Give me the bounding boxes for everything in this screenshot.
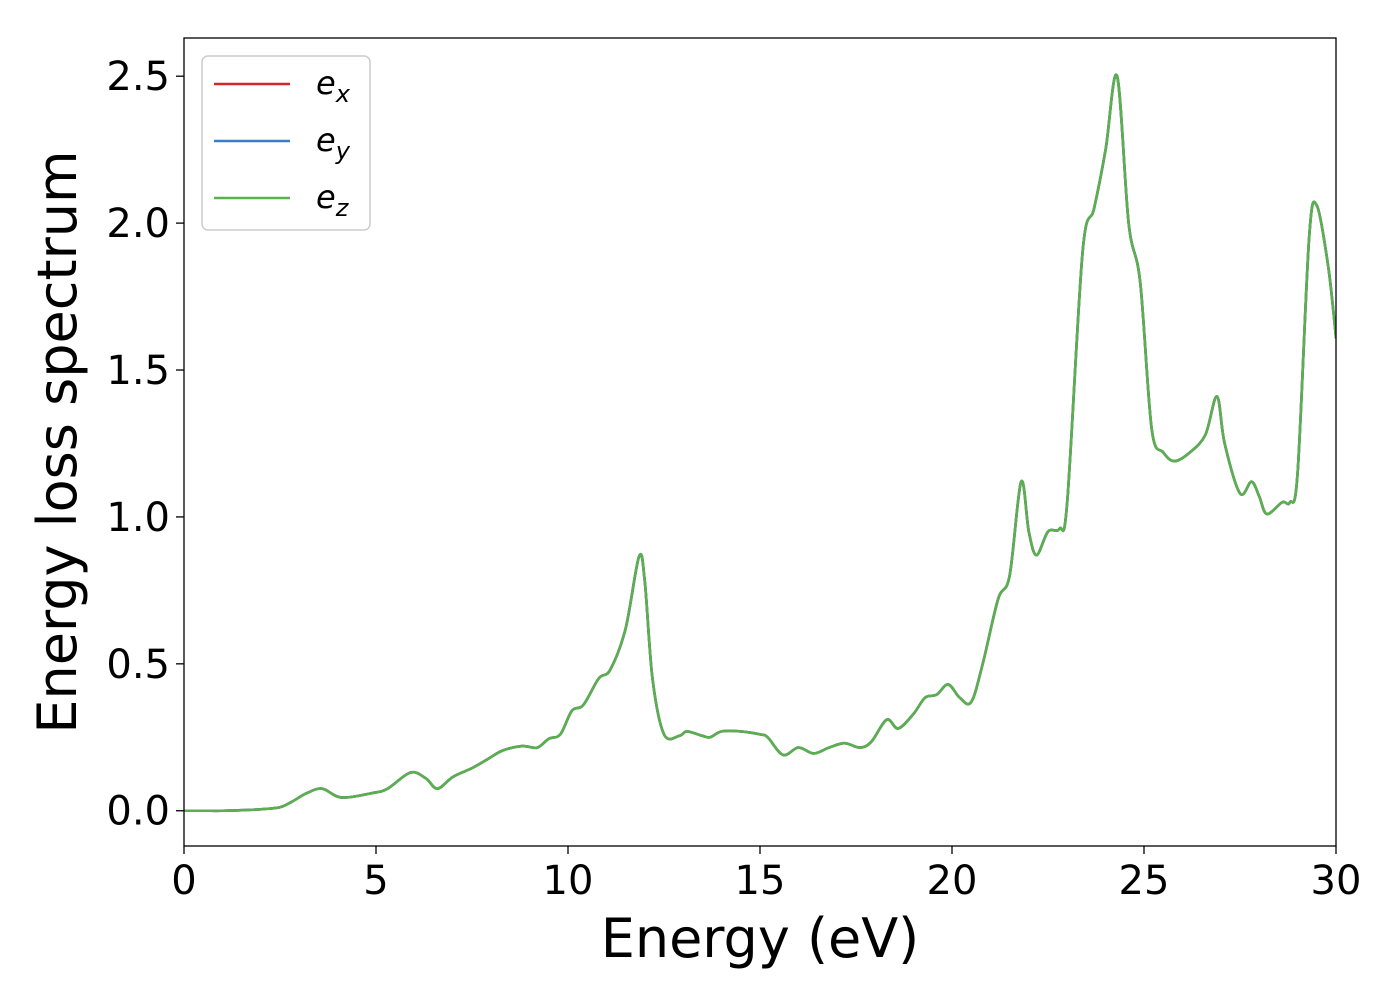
x-tick-label: 15 bbox=[735, 858, 786, 904]
x-axis-label: Energy (eV) bbox=[601, 907, 920, 970]
legend-label-subscript: y bbox=[335, 137, 351, 165]
y-axis: 0.0 0.5 1.0 1.5 2.0 2.5 bbox=[106, 54, 184, 835]
y-axis-label: Energy loss spectrum bbox=[26, 150, 89, 733]
x-tick-label: 5 bbox=[363, 858, 388, 904]
y-tick-label: 2.5 bbox=[106, 54, 170, 100]
series-line-z bbox=[184, 73, 1336, 813]
y-tick-label: 1.0 bbox=[106, 495, 170, 541]
x-tick-label: 25 bbox=[1119, 858, 1170, 904]
x-tick-label: 20 bbox=[927, 858, 978, 904]
y-tick-label: 1.5 bbox=[106, 348, 170, 394]
y-tick-label: 0.5 bbox=[106, 642, 170, 688]
legend-label-y: ey bbox=[316, 121, 351, 165]
y-tick-label: 2.0 bbox=[106, 201, 170, 247]
series-layer bbox=[184, 73, 1336, 813]
x-axis: 0 5 10 15 20 25 30 bbox=[171, 846, 1361, 904]
legend-label-z: ez bbox=[316, 178, 350, 222]
x-tick-label: 0 bbox=[171, 858, 196, 904]
legend-label-x: ex bbox=[316, 64, 351, 108]
x-tick-label: 10 bbox=[543, 858, 594, 904]
legend-label-subscript: x bbox=[335, 80, 351, 108]
legend-label-base: e bbox=[316, 178, 336, 216]
x-tick-label: 30 bbox=[1311, 858, 1362, 904]
legend-label-base: e bbox=[316, 121, 336, 159]
legend-box bbox=[201, 55, 371, 231]
legend-label-subscript: z bbox=[335, 194, 350, 222]
legend-label-base: e bbox=[316, 64, 336, 102]
y-tick-label: 0.0 bbox=[106, 789, 170, 835]
